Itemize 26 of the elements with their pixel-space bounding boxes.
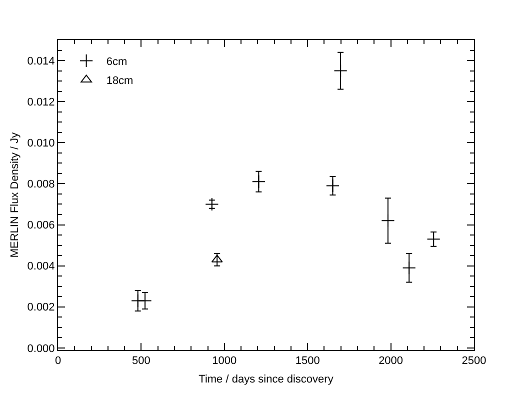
point [334, 64, 348, 78]
x-tick-label: 1500 [295, 355, 320, 368]
y-axis-title: MERLIN Flux Density / Jy [8, 132, 21, 258]
x-axis-title: Time / days since discovery [198, 373, 334, 386]
legend-label: 18cm [106, 74, 134, 87]
point [252, 174, 266, 188]
y-tick-label: 0.014 [27, 55, 55, 68]
x-tick-label: 500 [132, 355, 150, 368]
point [138, 294, 152, 308]
point [205, 197, 219, 212]
point [426, 232, 440, 246]
point [402, 261, 416, 275]
point [326, 178, 340, 193]
legend-label: 6cm [106, 56, 128, 68]
y-tick-label: 0.010 [27, 138, 55, 150]
x-tick-label: 1000 [212, 355, 237, 368]
y-tick-label: 0.004 [27, 260, 55, 273]
y-tick-label: 0.012 [27, 96, 55, 108]
y-tick-label: 0.006 [27, 220, 55, 232]
y-tick-label: 0.002 [27, 302, 55, 314]
point [381, 214, 395, 228]
x-tick-label: 0 [54, 355, 62, 368]
x-tick-label: 2500 [462, 355, 486, 368]
y-tick-label: 0.000 [27, 342, 55, 355]
y-tick-label: 0.008 [27, 178, 55, 191]
x-tick-label: 2000 [378, 355, 404, 368]
